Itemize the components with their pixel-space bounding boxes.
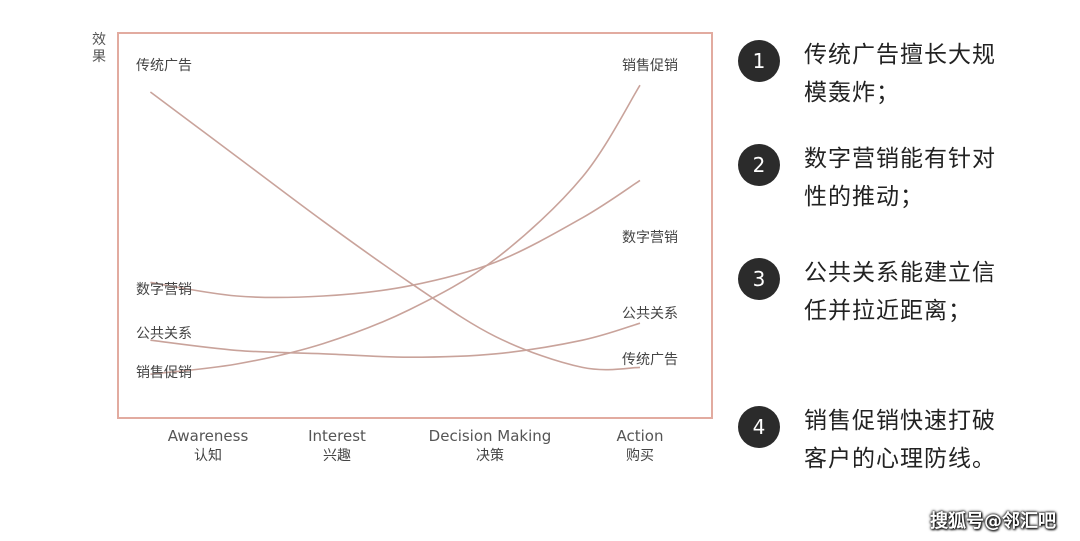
x-category-en: Interest [308,427,366,445]
series-line-digital-marketing [150,179,641,299]
x-category-zh: 认知 [194,448,222,464]
end-label-sales-promotion: 销售促销 [622,58,678,74]
end-label-traditional-ads: 传统广告 [622,352,678,368]
x-category-zh: 购买 [626,448,654,464]
start-label-digital-marketing: 数字营销 [136,282,192,298]
end-label-public-relations: 公共关系 [622,306,678,322]
series-line-traditional-ads [149,91,641,371]
point-text: 销售促销快速打破客户的心理防线。 [804,408,996,472]
plot-frame [117,32,713,419]
x-category-en: Action [616,427,664,445]
start-label-sales-promotion: 销售促销 [136,365,192,381]
x-category-interest: Interest 兴趣 [262,426,412,466]
x-category-zh: 兴趣 [323,448,351,464]
point-text: 公共关系能建立信任并拉近距离； [804,260,996,324]
start-label-public-relations: 公共关系 [136,326,192,342]
x-category-en: Decision Making [428,427,552,445]
number-badge: 1 [738,40,780,82]
x-category-action: Action 购买 [565,426,715,466]
number-badge: 4 [738,406,780,448]
point-1: 1 传统广告擅长大规模轰炸； [738,36,1009,112]
point-text: 数字营销能有针对性的推动； [804,146,996,210]
x-category-zh: 决策 [476,448,504,464]
number-badge: 2 [738,144,780,186]
x-category-decision-making: Decision Making 决策 [415,426,565,466]
point-3: 3 公共关系能建立信任并拉近距离； [738,254,1009,330]
y-axis-label: 效果 [92,32,106,65]
point-4: 4 销售促销快速打破客户的心理防线。 [738,402,1009,478]
point-text: 传统广告擅长大规模轰炸； [804,42,996,106]
x-category-awareness: Awareness 认知 [133,426,283,466]
watermark: 搜狐号@邻汇吧 [930,511,1056,532]
start-label-traditional-ads: 传统广告 [136,58,192,74]
series-line-sales-promotion [150,84,641,375]
end-label-digital-marketing: 数字营销 [622,230,678,246]
x-category-en: Awareness [167,427,249,445]
series-line-public-relations [150,322,641,359]
number-badge: 3 [738,258,780,300]
point-2: 2 数字营销能有针对性的推动； [738,140,1009,216]
